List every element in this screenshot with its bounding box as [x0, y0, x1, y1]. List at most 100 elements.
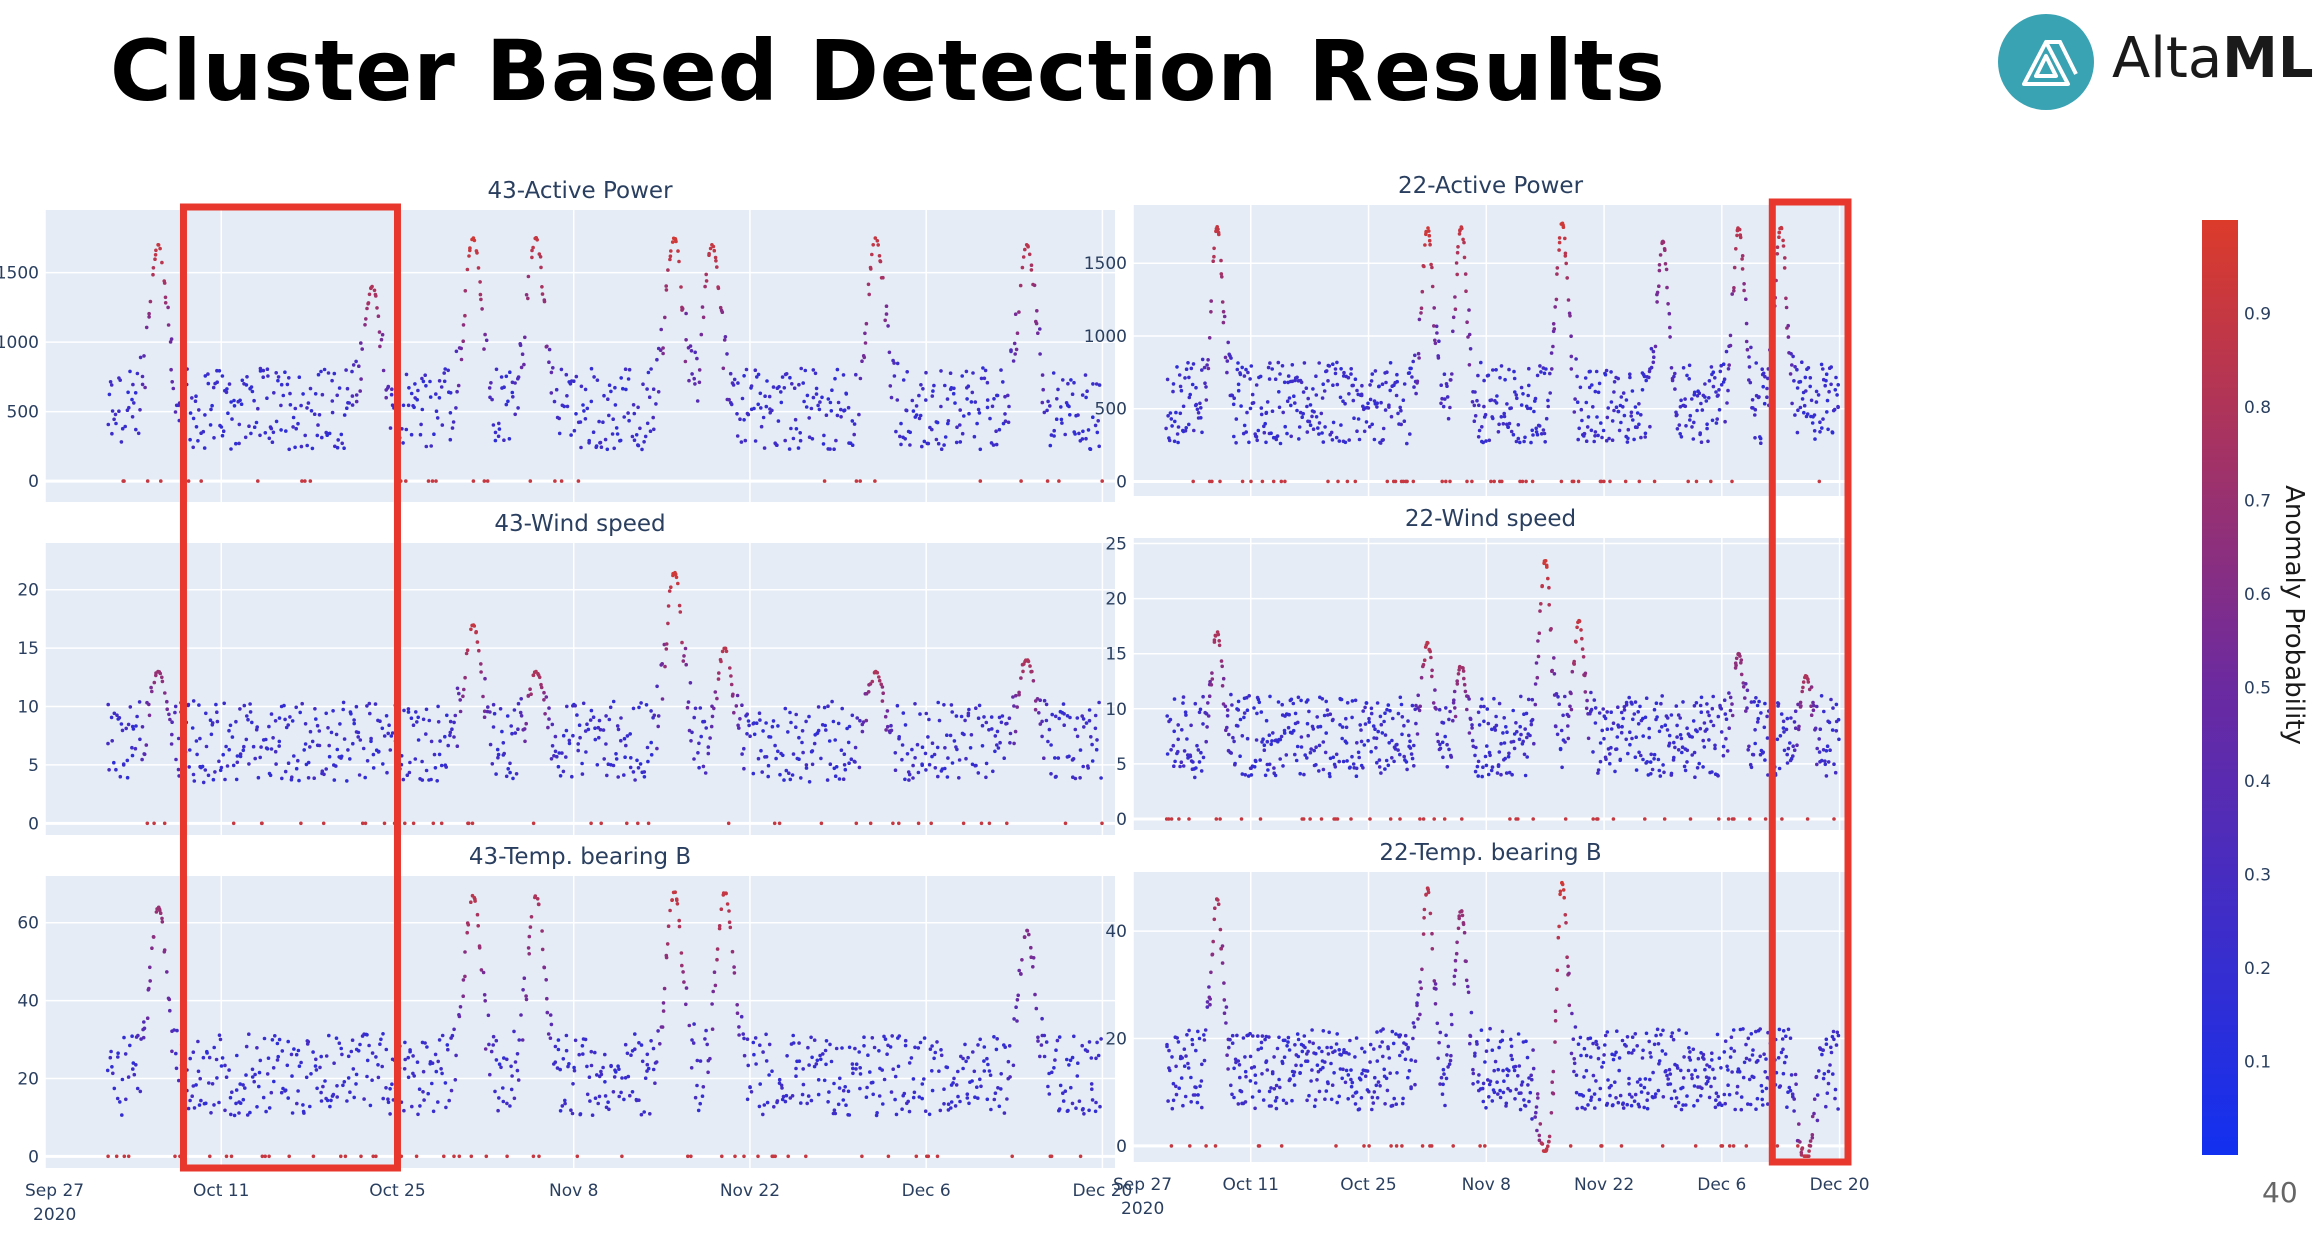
scatter-point: [259, 821, 264, 826]
scatter-point: [1467, 731, 1472, 735]
scatter-point: [317, 413, 322, 417]
scatter-point: [1453, 714, 1458, 719]
scatter-point: [1451, 701, 1456, 705]
scatter-point: [1374, 746, 1378, 750]
scatter-point: [1390, 738, 1394, 743]
scatter-point: [545, 1010, 550, 1015]
scatter-point: [420, 407, 425, 412]
scatter-point: [1763, 817, 1768, 821]
scatter-point: [1486, 721, 1491, 726]
scatter-point: [979, 376, 984, 381]
scatter-point: [1383, 733, 1388, 737]
scatter-point: [553, 1060, 558, 1064]
scatter-point: [1432, 979, 1437, 983]
scatter-point: [794, 427, 799, 431]
scatter-point: [315, 723, 320, 728]
scatter-point: [1269, 1086, 1273, 1090]
scatter-point: [861, 720, 866, 724]
scatter-point: [255, 1046, 259, 1050]
scatter-point: [482, 479, 487, 483]
scatter-point: [208, 1154, 212, 1159]
scatter-point: [1578, 385, 1583, 390]
scatter-point: [682, 654, 686, 658]
scatter-point: [1401, 398, 1406, 403]
scatter-point: [1592, 698, 1597, 702]
scatter-point: [1244, 1074, 1248, 1079]
scatter-point: [237, 1111, 241, 1115]
scatter-point: [1263, 773, 1268, 778]
scatter-point: [544, 695, 549, 699]
scatter-point: [329, 1098, 333, 1103]
scatter-point: [578, 735, 582, 740]
scatter-point: [1166, 414, 1170, 418]
scatter-point: [1002, 756, 1006, 760]
scatter-point: [365, 759, 370, 763]
scatter-point: [1278, 441, 1283, 446]
scatter-point: [1665, 285, 1669, 290]
scatter-point: [1090, 1087, 1094, 1091]
scatter-point: [1359, 393, 1364, 398]
scatter-point: [1445, 384, 1449, 389]
scatter-point: [1792, 379, 1796, 383]
scatter-point: [223, 1108, 227, 1113]
scatter-point: [1657, 284, 1661, 289]
scatter-point: [1461, 669, 1466, 673]
scatter-point: [945, 733, 949, 737]
scatter-point: [1614, 405, 1619, 410]
scatter-point: [998, 740, 1002, 745]
scatter-point: [1791, 754, 1795, 758]
scatter-point: [1500, 479, 1504, 484]
scatter-point: [957, 758, 962, 762]
scatter-point: [1742, 282, 1746, 286]
scatter-point: [1496, 430, 1501, 434]
scatter-point: [1198, 1084, 1202, 1088]
scatter-point: [1491, 416, 1495, 421]
scatter-point: [1268, 694, 1272, 699]
scatter-point: [1015, 705, 1019, 709]
scatter-point: [124, 1097, 128, 1102]
scatter-point: [755, 375, 759, 379]
scatter-point: [1536, 654, 1541, 659]
scatter-point: [306, 776, 311, 780]
scatter-point: [1325, 1045, 1329, 1050]
scatter-point: [1380, 1040, 1384, 1044]
scatter-point: [314, 1068, 319, 1072]
scatter-point: [527, 934, 532, 939]
scatter-point: [332, 1061, 336, 1065]
scatter-point: [674, 239, 678, 244]
scatter-point: [371, 1154, 376, 1159]
scatter-point: [1367, 1144, 1371, 1148]
scatter-point: [624, 387, 628, 392]
scatter-point: [776, 724, 780, 728]
scatter-point: [1430, 284, 1435, 289]
scatter-point: [335, 1084, 339, 1088]
scatter-point: [528, 687, 532, 691]
scatter-point: [1194, 385, 1198, 390]
scatter-point: [420, 759, 424, 764]
scatter-point: [330, 378, 334, 383]
scatter-point: [1442, 817, 1447, 821]
page-title: Cluster Based Detection Results: [110, 22, 1666, 120]
scatter-point: [204, 1101, 208, 1106]
scatter-point: [1236, 388, 1241, 393]
scatter-point: [1621, 391, 1626, 395]
scatter-point: [1383, 767, 1387, 771]
scatter-point: [291, 415, 296, 420]
scatter-point: [1628, 375, 1632, 380]
scatter-point: [472, 624, 477, 628]
scatter-point: [1738, 233, 1743, 237]
scatter-point: [1317, 421, 1322, 425]
scatter-point: [571, 733, 575, 738]
scatter-point: [695, 356, 699, 361]
scatter-point: [1507, 751, 1511, 756]
scatter-point: [893, 751, 898, 755]
scatter-point: [935, 1040, 939, 1044]
scatter-point: [437, 752, 442, 757]
scatter-point: [1222, 1011, 1227, 1015]
scatter-point: [386, 386, 390, 390]
scatter-point: [800, 1092, 805, 1097]
scatter-point: [428, 395, 433, 399]
scatter-point: [1221, 309, 1226, 314]
scatter-point: [1800, 397, 1805, 401]
scatter-point: [1089, 735, 1093, 739]
